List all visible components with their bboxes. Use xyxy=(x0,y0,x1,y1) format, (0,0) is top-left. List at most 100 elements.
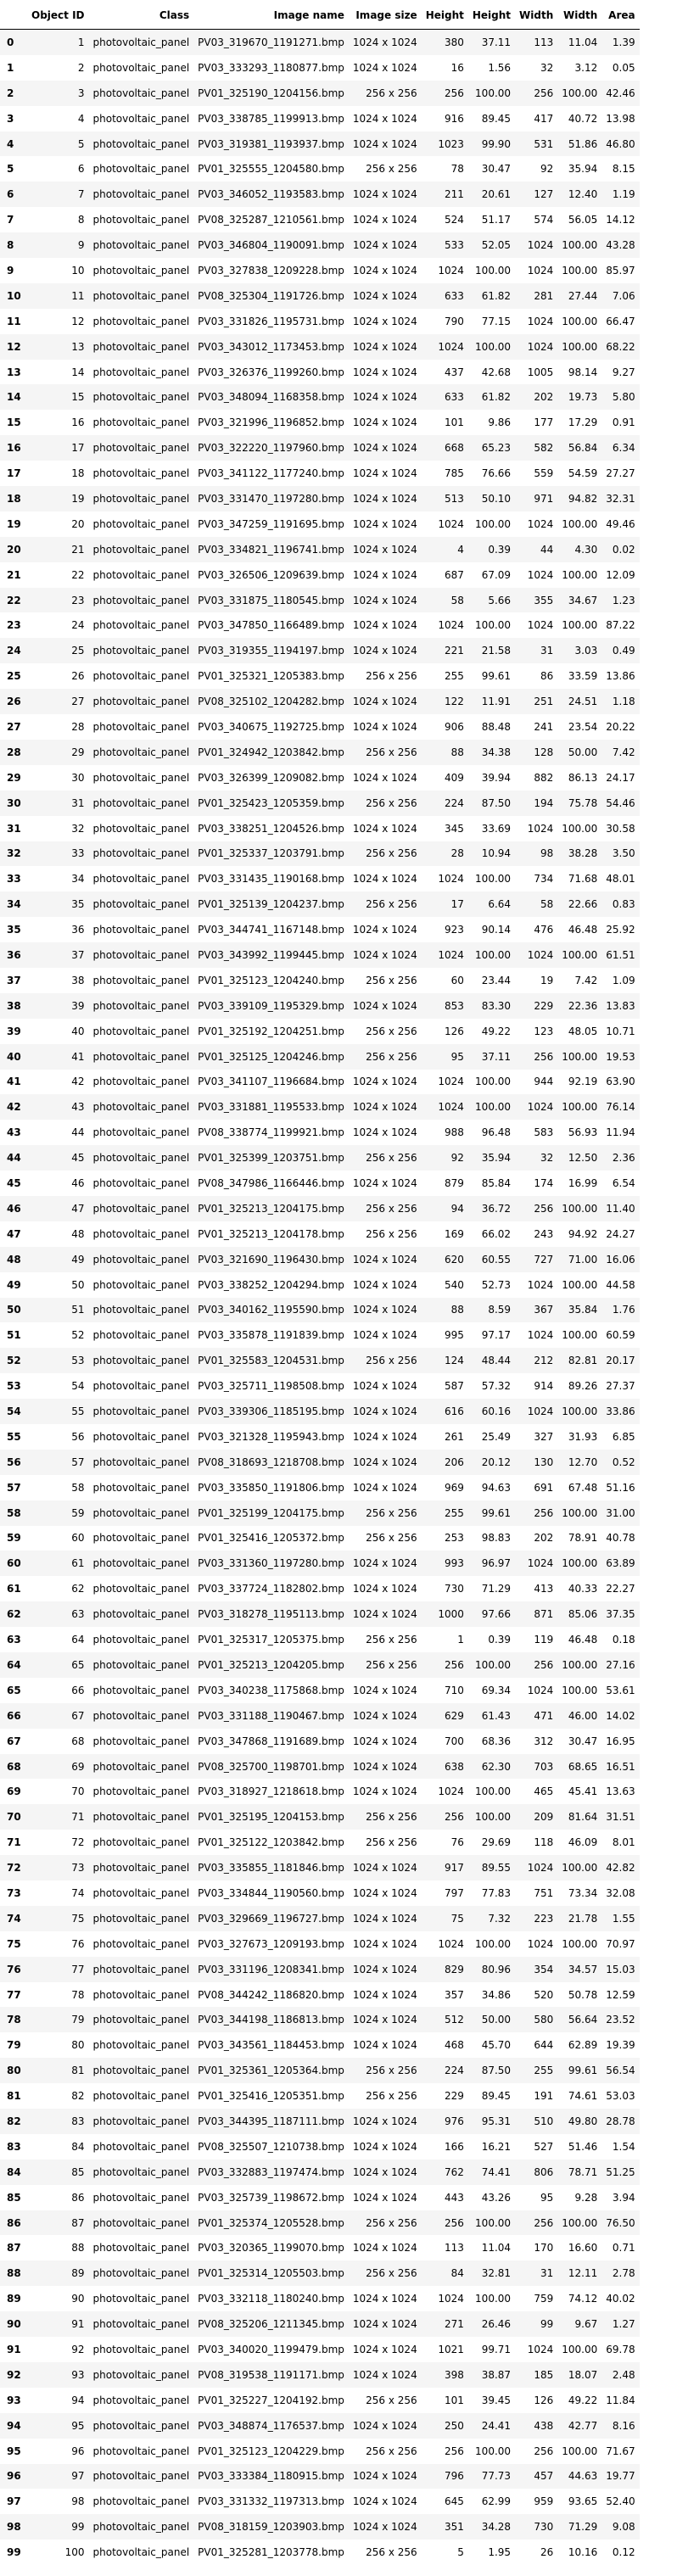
table-cell: 66 xyxy=(71,1684,85,1696)
table-cell: 1024 x 1024 xyxy=(352,645,417,657)
table-cell: 61.43 xyxy=(481,1709,512,1722)
table-cell: 512 xyxy=(444,2014,464,2026)
table-cell: 829 xyxy=(444,1963,464,1975)
table-cell: PV01_325281_1203778.bmp xyxy=(198,2546,344,2559)
table-cell: 37.35 xyxy=(606,1608,635,1621)
table-cell: 26 xyxy=(540,2546,554,2559)
table-cell: 18.07 xyxy=(568,2368,598,2381)
table-cell: 82.81 xyxy=(568,1355,598,1367)
table-cell: 1024 x 1024 xyxy=(352,1912,417,1925)
table-cell: 1024 xyxy=(527,1557,554,1570)
table-row: 29 30 photovoltaic_panel PV03_326399_120908… xyxy=(0,764,640,791)
table-row: 10 11 photovoltaic_panel PV08_325304_119172… xyxy=(0,282,640,309)
table-cell: 45 xyxy=(71,1152,85,1165)
table-cell: 1024 x 1024 xyxy=(352,1253,417,1266)
row-index: 96 xyxy=(7,2470,21,2483)
table-cell: photovoltaic_panel xyxy=(92,1355,190,1367)
table-cell: 668 xyxy=(444,442,464,455)
row-index: 44 xyxy=(7,1152,21,1165)
row-index: 3 xyxy=(7,112,14,125)
table-cell: 169 xyxy=(444,1227,464,1240)
table-cell: 62.89 xyxy=(568,2039,598,2052)
table-row: 72 73 photovoltaic_panel PV03_335855_118184… xyxy=(0,1855,640,1881)
table-cell: 69 xyxy=(71,1760,85,1773)
table-cell: 19.39 xyxy=(606,2039,635,2052)
table-cell: photovoltaic_panel xyxy=(92,873,190,886)
table-row: 51 52 photovoltaic_panel PV03_335878_119183… xyxy=(0,1322,640,1349)
table-row: 38 39 photovoltaic_panel PV03_339109_119532… xyxy=(0,992,640,1019)
table-cell: 36 xyxy=(71,924,85,936)
table-cell: 916 xyxy=(444,112,464,125)
row-index: 56 xyxy=(7,1456,21,1468)
table-cell: 256 x 256 xyxy=(366,847,417,860)
table-cell: PV01_325374_1205528.bmp xyxy=(198,2216,344,2229)
table-cell: 86 xyxy=(540,670,554,683)
table-cell: 87.50 xyxy=(481,2065,512,2077)
table-cell: 62 xyxy=(71,1583,85,1595)
table-cell: 52 xyxy=(71,1329,85,1342)
row-index: 27 xyxy=(7,720,21,733)
table-row: 93 94 photovoltaic_panel PV01_325227_120419… xyxy=(0,2387,640,2413)
table-cell: PV03_319381_1193937.bmp xyxy=(198,137,344,150)
table-cell: 633 xyxy=(444,289,464,302)
table-cell: 39 xyxy=(71,999,85,1012)
table-cell: 96 xyxy=(71,2445,85,2457)
table-cell: 23.52 xyxy=(606,2014,635,2026)
row-index: 39 xyxy=(7,1025,21,1037)
table-cell: 16.21 xyxy=(481,2140,512,2153)
table-cell: PV03_341107_1196684.bmp xyxy=(198,1076,344,1088)
row-index: 41 xyxy=(7,1076,21,1088)
table-cell: 86.13 xyxy=(568,771,598,784)
table-cell: 1.56 xyxy=(488,61,512,74)
table-cell: 1024 x 1024 xyxy=(352,2165,417,2178)
table-cell: 1024 xyxy=(527,315,554,327)
table-row: 13 14 photovoltaic_panel PV03_326376_119926… xyxy=(0,359,640,385)
table-cell: 471 xyxy=(534,1709,554,1722)
table-cell: photovoltaic_panel xyxy=(92,2445,190,2457)
table-cell: photovoltaic_panel xyxy=(92,289,190,302)
table-cell: 1024 x 1024 xyxy=(352,137,417,150)
table-cell: 917 xyxy=(444,1862,464,1875)
table-cell: 54.46 xyxy=(606,796,635,809)
table-cell: 100.00 xyxy=(475,2216,512,2229)
table-cell: 409 xyxy=(444,771,464,784)
table-cell: photovoltaic_panel xyxy=(92,796,190,809)
table-cell: 17 xyxy=(71,442,85,455)
table-cell: 790 xyxy=(444,315,464,327)
table-row: 0 1 photovoltaic_panel PV03_319670_1191271.… xyxy=(0,29,640,55)
table-cell: 29 xyxy=(71,746,85,758)
table-cell: photovoltaic_panel xyxy=(92,2546,190,2559)
table-cell: 85.84 xyxy=(481,1177,512,1190)
table-row: 17 18 photovoltaic_panel PV03_341122_117724… xyxy=(0,461,640,487)
table-cell: 3.50 xyxy=(612,847,635,860)
table-cell: 1024 x 1024 xyxy=(352,2115,417,2127)
table-cell: 60.55 xyxy=(481,1253,512,1266)
table-cell: 1024 xyxy=(438,1785,464,1798)
row-index: 65 xyxy=(7,1684,21,1696)
table-cell: 92 xyxy=(71,2343,85,2355)
table-cell: photovoltaic_panel xyxy=(92,2495,190,2508)
table-cell: 89.55 xyxy=(481,1862,512,1875)
row-index: 51 xyxy=(7,1329,21,1342)
table-cell: 1024 x 1024 xyxy=(352,340,417,353)
table-cell: 85 xyxy=(71,2165,85,2178)
row-index: 22 xyxy=(7,594,21,606)
table-cell: 100.00 xyxy=(562,1557,598,1570)
table-cell: 70 xyxy=(71,1785,85,1798)
table-row: 45 46 photovoltaic_panel PV08_347986_116644… xyxy=(0,1171,640,1196)
table-cell: 4 xyxy=(77,112,85,125)
table-cell: 100.00 xyxy=(562,1506,598,1519)
table-cell: 100.00 xyxy=(562,239,598,252)
table-cell: 785 xyxy=(444,467,464,480)
table-cell: photovoltaic_panel xyxy=(92,2065,190,2077)
table-cell: 53.03 xyxy=(606,2090,635,2103)
table-cell: 32 xyxy=(540,1152,554,1165)
table-cell: 206 xyxy=(444,1456,464,1468)
table-cell: 32.31 xyxy=(606,492,635,505)
table-cell: 5.80 xyxy=(612,391,635,404)
table-cell: 12.11 xyxy=(568,2267,598,2280)
row-index: 61 xyxy=(7,1583,21,1595)
table-cell: 1024 x 1024 xyxy=(352,924,417,936)
table-cell: 96.97 xyxy=(481,1557,512,1570)
table-cell: 100.00 xyxy=(562,1101,598,1114)
